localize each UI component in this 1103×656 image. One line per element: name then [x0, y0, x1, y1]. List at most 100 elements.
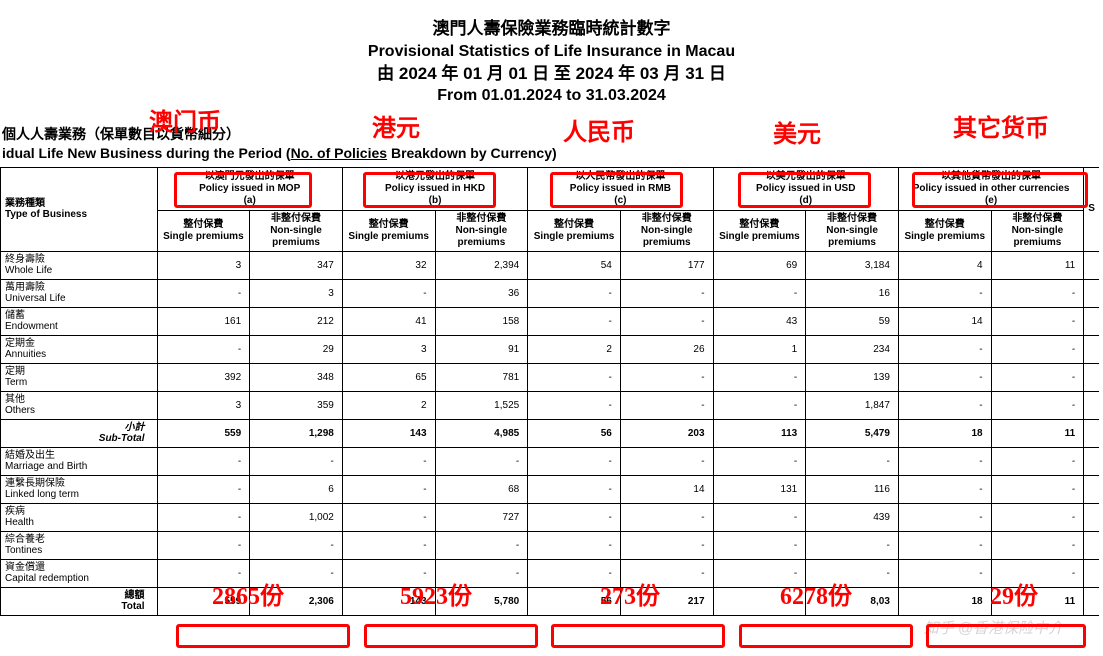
cell-value: 5,479	[806, 419, 899, 447]
cell-value: -	[991, 531, 1084, 559]
table-row: 萬用壽險Universal Life-3-36---16--	[1, 279, 1100, 307]
cell-value: -	[528, 307, 621, 335]
cell-value: 32	[342, 251, 435, 279]
cell-value: 203	[620, 419, 713, 447]
cell-value: 392	[157, 363, 250, 391]
cell-value: -	[713, 279, 806, 307]
cell-value: -	[528, 559, 621, 587]
cell-value: 4,985	[435, 419, 528, 447]
cell-value: 11	[991, 251, 1084, 279]
cell-value: -	[157, 335, 250, 363]
cell-value: -	[528, 475, 621, 503]
subtotal-row: 小計Sub-Total5591,2981434,985562031135,479…	[1, 419, 1100, 447]
cell-value: -	[991, 279, 1084, 307]
cell-value: 348	[250, 363, 343, 391]
cell-value: -	[528, 503, 621, 531]
cell-value: -	[620, 363, 713, 391]
col-type-of-business: 業務種類 Type of Business	[1, 167, 158, 251]
cell-value: -	[157, 503, 250, 531]
cell-value: 2	[342, 391, 435, 419]
col-currency-rmb: 以人民幣發出的保單 Policy issued in RMB (c)	[528, 167, 713, 210]
cell-value: -	[991, 335, 1084, 363]
total-body: 總額Total5592,3061435,780562178,031811	[1, 587, 1100, 615]
cell-value: -	[342, 475, 435, 503]
cell-value: 3	[250, 279, 343, 307]
title-en: Provisional Statistics of Life Insurance…	[0, 41, 1103, 63]
cell-trailing	[1084, 559, 1099, 587]
cell-value: 36	[435, 279, 528, 307]
col-trailing: S	[1084, 167, 1099, 251]
cell-value: -	[806, 531, 899, 559]
row-label: 儲蓄Endowment	[1, 307, 158, 335]
cell-value: -	[250, 531, 343, 559]
table-row: 疾病Health-1,002-727---439--	[1, 503, 1100, 531]
cell-value: -	[157, 531, 250, 559]
cell-value: -	[435, 447, 528, 475]
cell-value: -	[713, 503, 806, 531]
table-row: 資金償還Capital redemption----------	[1, 559, 1100, 587]
cell-value: 18	[898, 587, 991, 615]
cell-value: 161	[157, 307, 250, 335]
cell-value: -	[250, 559, 343, 587]
row-label: 連繫長期保險Linked long term	[1, 475, 158, 503]
cell-value: 68	[435, 475, 528, 503]
cell-value: 113	[713, 419, 806, 447]
cell-value: -	[991, 503, 1084, 531]
cell-value: 143	[342, 587, 435, 615]
cell-value: 158	[435, 307, 528, 335]
cell-value: 1,298	[250, 419, 343, 447]
table-body-1: 終身壽險Whole Life3347322,39454177693,184411…	[1, 251, 1100, 419]
cell-trailing	[1084, 251, 1099, 279]
row-label: 資金償還Capital redemption	[1, 559, 158, 587]
cell-value: 781	[435, 363, 528, 391]
col-single-premiums: 整付保費Single premiums	[528, 210, 621, 251]
table-row: 終身壽險Whole Life3347322,39454177693,184411	[1, 251, 1100, 279]
cell-value: 69	[713, 251, 806, 279]
cell-value: -	[806, 447, 899, 475]
cell-value: -	[528, 391, 621, 419]
cell-value: -	[991, 391, 1084, 419]
cell-value: -	[342, 559, 435, 587]
cell-value: 234	[806, 335, 899, 363]
cell-value: -	[806, 559, 899, 587]
cell-value: 11	[991, 419, 1084, 447]
col-single-premiums: 整付保費Single premiums	[713, 210, 806, 251]
row-label: 疾病Health	[1, 503, 158, 531]
annotation-box	[926, 624, 1086, 648]
cell-value: -	[528, 447, 621, 475]
cell-trailing	[1084, 391, 1099, 419]
cell-value: -	[435, 531, 528, 559]
cell-value: 2	[528, 335, 621, 363]
cell-trailing	[1084, 419, 1099, 447]
cell-value: 2,394	[435, 251, 528, 279]
col-single-premiums: 整付保費Single premiums	[342, 210, 435, 251]
cell-value: 559	[157, 419, 250, 447]
cell-value: -	[898, 531, 991, 559]
cell-value: 8,03	[806, 587, 899, 615]
period-zh: 由 2024 年 01 月 01 日 至 2024 年 03 月 31 日	[0, 63, 1103, 86]
cell-value: -	[898, 447, 991, 475]
cell-value: -	[620, 531, 713, 559]
cell-value: 14	[620, 475, 713, 503]
cell-trailing	[1084, 307, 1099, 335]
cell-trailing	[1084, 447, 1099, 475]
row-label: 定期Term	[1, 363, 158, 391]
cell-value: -	[991, 447, 1084, 475]
cell-value: -	[620, 391, 713, 419]
cell-value: -	[898, 503, 991, 531]
col-single-premiums: 整付保費Single premiums	[157, 210, 250, 251]
cell-value: -	[342, 447, 435, 475]
cell-value: 41	[342, 307, 435, 335]
row-label: 定期金Annuities	[1, 335, 158, 363]
cell-value: -	[713, 531, 806, 559]
cell-value: -	[991, 307, 1084, 335]
cell-trailing	[1084, 279, 1099, 307]
cell-value: 65	[342, 363, 435, 391]
cell-value: -	[898, 363, 991, 391]
col-nonsingle-premiums: 非整付保費Non-single premiums	[620, 210, 713, 251]
cell-value: -	[898, 335, 991, 363]
cell-value: -	[157, 475, 250, 503]
cell-value: -	[435, 559, 528, 587]
cell-value: 439	[806, 503, 899, 531]
cell-trailing	[1084, 503, 1099, 531]
